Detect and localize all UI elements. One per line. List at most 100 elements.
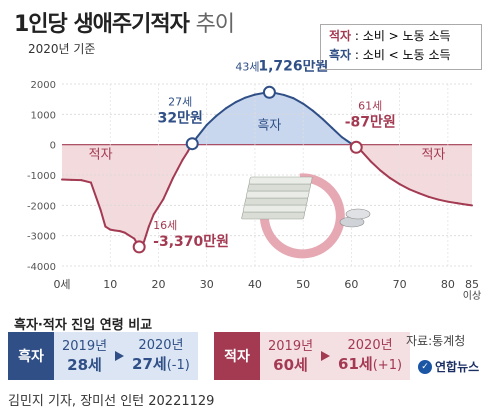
y-tick-label: -1000 [27, 171, 56, 182]
series-line-segment [244, 93, 256, 99]
series-line-segment [176, 158, 184, 170]
series-line-segment [234, 96, 247, 104]
series-line-segment [282, 93, 295, 100]
legend-surplus-desc: : 소비 < 노동 소득 [354, 48, 451, 62]
legend-deficit-desc: : 소비 > 노동 소득 [354, 29, 451, 43]
legend: 적자 : 소비 > 노동 소득 흑자 : 소비 < 노동 소득 [320, 24, 482, 70]
annotation-age: 16세 [153, 219, 177, 232]
deficit-from: 2019년 60세 [268, 339, 314, 374]
bill-icon [244, 197, 309, 206]
y-tick-label: -2000 [27, 201, 56, 212]
region-label-deficit: 적자 [421, 147, 445, 162]
series-line-segment [89, 181, 102, 211]
lifecycle-chart: 2000 1000 0 -1000 -2000 -3000 -4000 0세 10 20 30 40 5… [27, 60, 481, 302]
x-tick-label: 20 [151, 278, 165, 291]
series-line-segment [225, 101, 237, 110]
series-line-segment [331, 126, 343, 139]
x-tick-label: 10 [103, 278, 117, 291]
x-tick-label: 30 [200, 278, 214, 291]
bill-icon [245, 190, 310, 199]
series-line-segment [466, 203, 473, 207]
y-tick-label: 0 [50, 141, 56, 152]
arrow-icon [115, 351, 125, 361]
surplus-tag: 흑자 [8, 332, 54, 380]
bill-icon [241, 211, 306, 220]
x-tick-label: 0세 [53, 278, 70, 291]
series-line-segment [152, 205, 160, 216]
series-line-segment [205, 114, 218, 126]
arrow-icon [321, 351, 331, 361]
x-tick-suffix: 이상 [463, 290, 481, 302]
comparison-title: 흑자·적자 진입 연령 비교 [14, 318, 153, 333]
legend-deficit-key: 적자 [329, 29, 352, 43]
series-line-segment [340, 136, 353, 145]
x-tick-label: 85 [465, 278, 479, 291]
surplus-to: 2020년 27세(-1) [132, 338, 190, 373]
series-line-segment [369, 160, 382, 172]
coin-icon [345, 208, 371, 220]
cycle-arrow-icon [259, 173, 345, 259]
deficit-tag: 적자 [214, 332, 260, 380]
series-line-segment [181, 151, 189, 161]
deficit-to: 2020년 61세(+1) [338, 338, 403, 373]
series-line-segment [147, 213, 155, 228]
deficit-area [62, 144, 472, 247]
series-line-segment [143, 225, 150, 243]
annotation-marker [185, 137, 199, 151]
series-line-segment [456, 202, 469, 206]
annotation-value: -87만원 [345, 114, 396, 130]
series-line-segment [360, 149, 372, 163]
legend-surplus-key: 흑자 [329, 48, 352, 62]
surplus-area [62, 92, 472, 145]
region-label-deficit: 적자 [89, 147, 113, 162]
annotation-value: -3,370만원 [153, 234, 229, 250]
series-line-segment [162, 187, 170, 201]
x-tick-label: 40 [248, 278, 262, 291]
annotation-age: 43세 [235, 60, 259, 73]
series-line-segment [321, 117, 334, 129]
x-tick-label: 70 [393, 278, 407, 291]
series-line-segment [196, 123, 208, 139]
yonhap-logo: ✓ 연합뉴스 [418, 358, 479, 375]
annotation-marker [262, 85, 276, 99]
surplus-from: 2019년 28세 [62, 339, 108, 374]
y-tick-label: 1000 [31, 110, 56, 121]
series-line-segment [437, 198, 449, 203]
annotation-marker [132, 240, 146, 254]
series-line-segment [446, 200, 459, 205]
bill-icon [248, 176, 313, 185]
series-line-segment [398, 183, 411, 191]
series-line-segment [408, 188, 420, 195]
series-line-segment [157, 198, 165, 208]
annotation-value: 1,726만원 [258, 60, 328, 74]
annotation-value: 32만원 [158, 111, 203, 127]
series-line-segment [427, 195, 440, 201]
x-tick-label: 80 [441, 278, 455, 291]
region-label-surplus: 흑자 [257, 119, 281, 134]
series-line-segment [292, 97, 305, 105]
y-tick-label: 2000 [31, 80, 56, 91]
deficit-comparison: 적자 2019년 60세 2020년 61세(+1) [214, 332, 411, 380]
surplus-comparison: 흑자 2019년 28세 2020년 27세(-1) [8, 332, 198, 380]
credit: 김민지 기자, 장미선 인턴 20221129 [8, 394, 215, 409]
basis-year: 2020년 기준 [28, 42, 96, 56]
logo-icon: ✓ [418, 359, 432, 374]
x-tick-label: 50 [296, 278, 310, 291]
annotation-age: 61세 [358, 99, 382, 112]
series-line-segment [80, 179, 92, 184]
series-line-segment [302, 102, 314, 112]
series-line-segment [167, 177, 174, 190]
bill-icon [242, 204, 307, 213]
series-line-segment [311, 109, 324, 120]
series-line-segment [389, 177, 401, 186]
series-line-segment [215, 107, 227, 117]
bill-icon [247, 183, 312, 192]
source: 자료:통계청 [406, 334, 466, 348]
series-line-segment [379, 169, 391, 180]
y-tick-label: -3000 [27, 232, 56, 243]
annotation-age: 27세 [168, 96, 192, 109]
series-line-segment [171, 167, 179, 180]
y-tick-label: -4000 [27, 262, 56, 273]
money-icon [241, 173, 371, 259]
annotation-marker [349, 140, 363, 154]
